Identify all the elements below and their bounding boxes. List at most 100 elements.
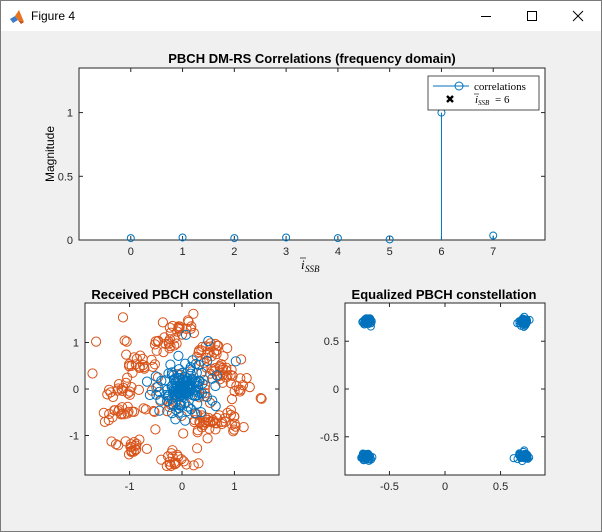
- y-tick-label: 0: [333, 384, 339, 396]
- equalized-point: [363, 450, 372, 459]
- received-data-point: [238, 422, 249, 433]
- received-data-point: [113, 406, 124, 417]
- received-dmrs-point: [197, 378, 208, 389]
- x-tick-label: 0: [128, 246, 134, 258]
- received-dmrs-point: [207, 395, 218, 406]
- received-dmrs-point: [154, 386, 165, 397]
- maximize-button[interactable]: [509, 1, 555, 31]
- x-tick-label: 6: [438, 246, 444, 258]
- received-data-point: [156, 454, 167, 465]
- received-data-point: [188, 308, 199, 319]
- received-data-point: [202, 348, 213, 359]
- received-data-point: [102, 389, 113, 400]
- equalized-points: [357, 312, 534, 466]
- received-points: [87, 308, 267, 472]
- title-bar[interactable]: Figure 4: [1, 1, 601, 31]
- received-dmrs-point: [176, 387, 187, 398]
- received-data-point: [158, 347, 169, 358]
- received-data-point: [122, 401, 133, 412]
- received-dmrs-point: [152, 381, 163, 392]
- stem-marker: [385, 235, 394, 244]
- received-data-point: [165, 341, 176, 352]
- received-data-point: [205, 416, 216, 427]
- received-data-point: [116, 408, 127, 419]
- received-data-point: [229, 418, 240, 429]
- received-dmrs-point: [190, 376, 201, 387]
- correlation-stems: [126, 108, 498, 244]
- received-data-point: [126, 445, 137, 456]
- received-data-point: [236, 354, 247, 365]
- received-dmrs-point: [180, 329, 192, 340]
- equalized-title: Equalized PBCH constellation: [352, 287, 537, 302]
- received-title: Received PBCH constellation: [91, 287, 272, 302]
- legend-estimate-label: i SSB = 6: [474, 93, 510, 107]
- received-dmrs-point: [160, 389, 172, 401]
- received-data-point: [174, 321, 185, 332]
- received-data-point: [124, 359, 135, 370]
- received-data-point: [99, 416, 111, 427]
- received-data-point: [256, 393, 267, 404]
- received-dmrs-point: [180, 415, 191, 426]
- y-tick-label: 0.5: [58, 171, 73, 183]
- received-data-point: [182, 315, 194, 326]
- received-dmrs-point: [185, 362, 196, 373]
- received-data-point: [149, 339, 161, 350]
- received-dmrs-point: [210, 380, 221, 392]
- received-dmrs-point: [174, 389, 185, 400]
- received-dmrs-point: [156, 375, 167, 386]
- received-dmrs-point: [189, 408, 200, 419]
- received-constellation-plot: Received PBCH constellation -1 0 1 1 0 -1: [69, 287, 280, 493]
- xlabel-base: i: [301, 257, 305, 272]
- x-tick-label: 2: [231, 246, 237, 258]
- received-dmrs-point: [167, 408, 178, 419]
- equalized-point: [516, 453, 526, 462]
- equalized-point: [521, 316, 531, 325]
- received-data-point: [220, 416, 231, 427]
- received-data-point: [171, 338, 182, 349]
- received-data-point: [123, 449, 135, 460]
- maximize-icon: [527, 11, 537, 21]
- received-data-point: [133, 384, 144, 395]
- svg-text:i: i: [475, 94, 478, 106]
- received-data-point: [233, 384, 244, 395]
- x-tick-label: -0.5: [380, 481, 399, 493]
- received-data-point: [110, 439, 122, 450]
- received-data-point: [205, 397, 216, 408]
- received-dmrs-point: [193, 375, 204, 386]
- figure-canvas: PBCH DM-RS Correlations (frequency domai…: [43, 51, 546, 493]
- received-dmrs-point: [190, 358, 201, 370]
- received-data-point: [134, 434, 145, 445]
- received-data-point: [87, 368, 98, 379]
- svg-text:SSB: SSB: [478, 99, 490, 107]
- correlation-plot: PBCH DM-RS Correlations (frequency domai…: [43, 51, 546, 274]
- received-data-point: [116, 402, 128, 413]
- received-dmrs-point: [210, 401, 221, 412]
- received-dmrs-point: [166, 393, 177, 404]
- x-tick-label: 4: [335, 246, 341, 258]
- received-data-point: [135, 350, 146, 361]
- stem-marker: [282, 233, 291, 242]
- legend-correlations-label: correlations: [474, 81, 526, 93]
- received-data-point: [121, 349, 132, 360]
- received-dmrs-point: [201, 391, 212, 402]
- received-dmrs-point: [192, 377, 203, 388]
- received-dmrs-point: [187, 390, 198, 401]
- close-button[interactable]: [555, 1, 601, 31]
- x-tick-label: 0: [179, 481, 185, 493]
- received-data-point: [120, 377, 132, 388]
- received-data-point: [178, 428, 189, 439]
- stem-marker: [489, 231, 498, 240]
- received-data-point: [214, 410, 225, 421]
- received-dmrs-point: [144, 389, 155, 401]
- received-data-point: [209, 347, 220, 358]
- received-data-point: [124, 389, 135, 400]
- y-tick-label: 0: [67, 235, 73, 247]
- minimize-button[interactable]: [463, 1, 509, 31]
- received-data-point: [118, 382, 129, 393]
- received-dmrs-point: [168, 374, 180, 385]
- stem-marker: [126, 234, 135, 243]
- received-dmrs-point: [192, 398, 203, 409]
- received-dmrs-point: [166, 369, 177, 380]
- matlab-figure-icon: [9, 9, 25, 25]
- received-dmrs-point: [168, 387, 179, 398]
